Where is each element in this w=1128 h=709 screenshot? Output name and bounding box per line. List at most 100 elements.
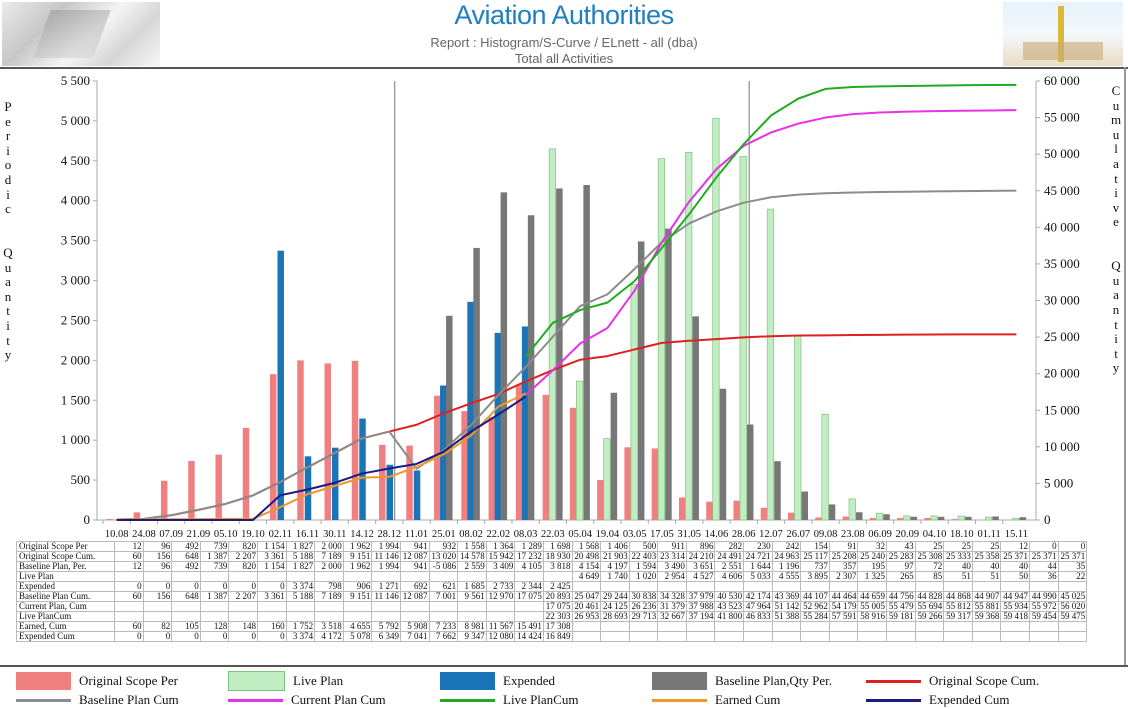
table-cell: 3 374	[285, 631, 316, 642]
right-tick-label: 60 000	[1044, 73, 1080, 88]
bar-original-scope-per	[133, 512, 141, 520]
table-cell	[514, 611, 544, 622]
bar-expended	[413, 470, 421, 520]
table-row: Live Plan 4 649 1 740 1 020 2 954 4 527 4 606 5…	[16, 571, 1088, 582]
table-row: Expended 0 0 0 0 0 0 3 374 798 906 1 271 692 621 1 68…	[16, 581, 1088, 592]
x-tick-label: 23.08	[841, 529, 865, 540]
table-cell: 3 409	[485, 561, 516, 572]
table-cell	[600, 631, 630, 642]
x-tick-label: 25.01	[432, 529, 456, 540]
table-cell	[228, 611, 258, 622]
table-cell: 0	[256, 581, 287, 592]
table-row: Current Plan, Cum 17 075 20 461 24 125 26 23…	[16, 601, 1088, 612]
table-cell	[628, 581, 659, 592]
bar-original-scope-per	[406, 445, 413, 520]
bar-live-plan	[794, 335, 802, 521]
table-cell: 16 849	[542, 631, 573, 642]
table-cell: 0	[228, 581, 258, 592]
bar-live-plan	[848, 498, 856, 521]
bar-original-scope-per	[897, 518, 904, 520]
bar-baseline-plan-per	[665, 228, 672, 521]
table-cell: 2 425	[542, 581, 573, 592]
table-cell: 40	[1000, 561, 1030, 572]
table-cell: 55 284	[800, 611, 830, 622]
bar-baseline-plan-per	[719, 388, 727, 520]
table-cell	[256, 571, 287, 582]
bar-expended	[277, 250, 284, 520]
table-cell	[114, 571, 144, 582]
bar-baseline-plan-per	[1019, 517, 1027, 520]
table-cell: 4 606	[714, 571, 745, 582]
bar-baseline-plan-per	[965, 516, 972, 520]
table-cell: 1 558	[457, 541, 487, 552]
x-tick-label: 28.06	[732, 529, 756, 540]
chart-legend: Original Scope Per Live Plan Expended Basel…	[0, 668, 1128, 707]
table-cell: 60	[114, 621, 144, 632]
bar-live-plan	[985, 516, 993, 521]
table-cell: 25 208	[828, 551, 859, 562]
table-cell: 55 934	[1000, 601, 1030, 612]
table-cell: 91	[828, 541, 859, 552]
table-cell	[171, 601, 201, 612]
table-cell	[886, 631, 916, 642]
table-cell: 6 349	[371, 631, 401, 642]
table-cell: 357	[828, 561, 859, 572]
table-cell: 40	[943, 561, 973, 572]
table-cell: 1 406	[600, 541, 630, 552]
right-tick-label: 0	[1044, 512, 1051, 527]
table-cell	[657, 581, 687, 592]
table-cell: 59 181	[886, 611, 916, 622]
table-cell: 5 078	[342, 631, 373, 642]
table-cell: 5 188	[285, 591, 316, 602]
table-cell: 3 818	[542, 561, 573, 572]
table-cell: 1 962	[342, 541, 373, 552]
table-cell: 25 358	[971, 551, 1002, 562]
table-cell	[457, 571, 487, 582]
table-cell	[371, 611, 401, 622]
table-cell: 0	[142, 631, 173, 642]
table-cell	[600, 581, 630, 592]
table-cell: 22 303	[542, 611, 573, 622]
table-cell: 737	[800, 561, 830, 572]
table-cell: 4 172	[314, 631, 344, 642]
table-cell: 34 328	[657, 591, 687, 602]
legend-line-swatch	[16, 698, 71, 702]
bar-original-scope-per	[379, 444, 386, 520]
table-cell: 58 916	[857, 611, 888, 622]
bar-original-scope-per	[160, 480, 168, 520]
bar-original-scope-per	[924, 518, 931, 520]
table-cell: 13 020	[428, 551, 459, 562]
table-cell: 156	[142, 551, 173, 562]
table-cell: 3 651	[685, 561, 716, 572]
table-cell: 22 403	[628, 551, 659, 562]
bar-baseline-plan-per	[583, 185, 590, 520]
bar-original-scope-per	[869, 518, 877, 520]
table-cell: 2 207	[228, 591, 258, 602]
legend-label: Original Scope Cum.	[929, 673, 1040, 688]
table-cell	[457, 601, 487, 612]
table-row: Expended Cum 0 0 0 0 0 0 3 374 4 172 5 078 6 349 7 …	[16, 631, 1088, 642]
table-cell	[399, 601, 430, 612]
table-cell: 41 800	[714, 611, 745, 622]
legend-label: Live Plan	[293, 673, 344, 688]
histogram-s-curve-chart: 0 500 1 000 1 500 2 000 2 500 3 000 3 500 4 000 4…	[61, 73, 1080, 540]
bar-baseline-plan-per	[556, 188, 563, 520]
report-header: Aviation Authorities Report : Histogram/…	[0, 0, 1128, 68]
table-cell	[857, 621, 888, 632]
legend-item: Baseline Plan,Qty Per.	[652, 672, 832, 690]
table-cell: 7 189	[314, 591, 344, 602]
legend-item: Original Scope Per	[16, 672, 178, 690]
bar-baseline-plan-per	[692, 316, 699, 520]
table-cell	[514, 601, 544, 612]
bar-baseline-plan-per	[446, 315, 453, 520]
row-label: Expended Cum	[16, 631, 115, 642]
table-cell	[1000, 621, 1030, 632]
frame-right-border	[1124, 67, 1126, 667]
table-cell: 1 685	[457, 581, 487, 592]
table-cell	[285, 571, 316, 582]
table-cell: 44 828	[914, 591, 945, 602]
table-cell	[685, 621, 716, 632]
right-tick-label: 35 000	[1044, 256, 1080, 271]
table-cell	[485, 601, 516, 612]
bar-baseline-plan-per	[828, 504, 836, 520]
